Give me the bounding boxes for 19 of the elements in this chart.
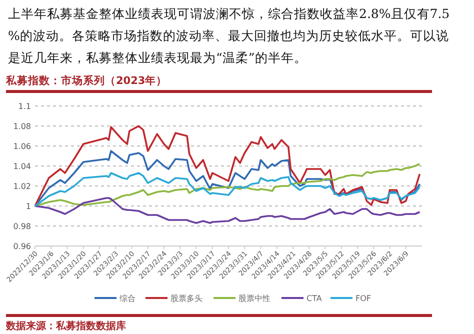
legend-label: FOF	[356, 294, 372, 303]
y-tick-label: 0.98	[13, 222, 31, 231]
y-tick-label: 1.08	[13, 122, 31, 131]
chart-title: 私募指数：市场系列（2023年）	[5, 74, 168, 87]
y-tick-label: 1.02	[13, 182, 31, 191]
y-tick-label: 1.1	[18, 102, 31, 111]
y-tick-label: 1	[26, 202, 31, 211]
legend-label: 股票中性	[238, 294, 270, 303]
y-tick-label: 1.06	[13, 142, 31, 151]
line-series	[34, 172, 421, 207]
line-series	[34, 125, 421, 207]
legend-label: 股票多头	[170, 294, 202, 303]
legend-label: CTA	[306, 294, 322, 303]
line-series	[34, 197, 421, 224]
y-tick-label: 0.96	[13, 242, 31, 251]
y-tick-label: 1.04	[13, 162, 31, 171]
legend-label: 综合	[120, 294, 136, 303]
text: 上半年私募基金整体业绩表现可谓波澜不惊，综合指数收益率2.8%且仅有7.5%的波动。各策略市场指数的波动率、最大回撤也均为历史较低水平。可以说是近几年来，私募整体业绩表现最为“温柔”的半年。	[8, 6, 450, 65]
source-note: 数据来源：私募指数数据库	[5, 320, 126, 332]
